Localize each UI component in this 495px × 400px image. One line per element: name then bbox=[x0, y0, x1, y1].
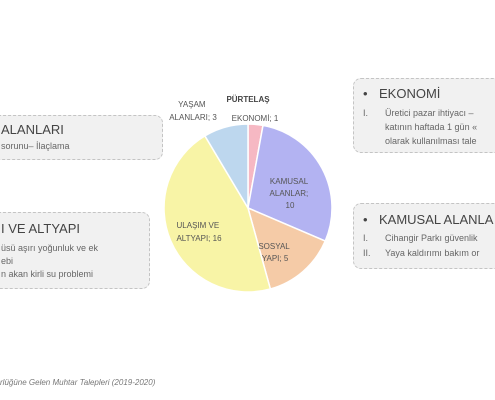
bullet-icon: • bbox=[363, 86, 368, 101]
slice-label-kamusal: KAMUSAL ALANLAR; 10 bbox=[270, 177, 311, 210]
card-title-text: EKONOMİ bbox=[379, 86, 441, 101]
card-kamusal-alanlar: • KAMUSAL ALANLA I. Cihangir Parkı güvenli… bbox=[353, 203, 495, 269]
card-text: katının haftada 1 gün « bbox=[385, 122, 478, 132]
card-ulasim-altyapi: I VE ALTYAPI üsü aşırı yoğunluk ve ek eb… bbox=[0, 212, 150, 289]
roman-numeral: I. bbox=[363, 108, 369, 118]
slice-label-ulasim: ULAŞIM VE ALTYAPI; 16 bbox=[176, 221, 222, 243]
card-text: I. Üretici pazar ihtiyacı – bbox=[363, 108, 474, 118]
pie-slices bbox=[163, 123, 333, 293]
card-text: olarak kullanılması tale bbox=[385, 136, 477, 146]
card-text: sorunu– İlaçlama bbox=[1, 141, 70, 151]
card-text: n akan kirli su problemi bbox=[1, 269, 94, 279]
roman-numeral: II. bbox=[363, 248, 371, 258]
card-text: ebi bbox=[1, 256, 14, 266]
card-text: I. Cihangir Parkı güvenlik bbox=[363, 233, 478, 243]
card-item-text: Cihangir Parkı güvenlik bbox=[385, 233, 478, 243]
card-yasam-alanlari: ALANLARI sorunu– İlaçlama bbox=[0, 115, 163, 160]
pie-slice-1 bbox=[247, 124, 333, 242]
slice-label-ekonomi: EKONOMİ; 1 bbox=[232, 114, 279, 123]
card-title: ALANLARI bbox=[1, 122, 64, 137]
slice-label-yasam: YAŞAM ALANLARI; 3 bbox=[169, 100, 217, 122]
card-item-text: Üretici pazar ihtiyacı – bbox=[385, 108, 474, 118]
pie-slice-4 bbox=[203, 123, 249, 211]
card-text: II. Yaya kaldırımı bakım or bbox=[363, 248, 479, 258]
chart-caption: rlüğüne Gelen Muhtar Talepleri (2019-202… bbox=[0, 378, 156, 387]
card-title: • EKONOMİ bbox=[363, 86, 440, 101]
card-title: • KAMUSAL ALANLA bbox=[363, 212, 493, 227]
card-ekonomi: • EKONOMİ I. Üretici pazar ihtiyacı – katı… bbox=[353, 78, 495, 153]
slice-label-purtelas: PÜRTELAŞ bbox=[226, 95, 270, 104]
card-title: I VE ALTYAPI bbox=[1, 221, 80, 236]
pie-labels: PÜRTELAŞ EKONOMİ; 1 YAŞAM ALANLARI; 3 KA… bbox=[169, 95, 311, 263]
roman-numeral: I. bbox=[363, 233, 369, 243]
slice-label-sosyal: SOSYAL YAPI; 5 bbox=[258, 242, 291, 263]
pie-slice-2 bbox=[246, 206, 327, 290]
pie-slice-3 bbox=[163, 134, 272, 293]
card-item-text: Yaya kaldırımı bakım or bbox=[385, 248, 480, 258]
card-title-text: KAMUSAL ALANLA bbox=[379, 212, 494, 227]
bullet-icon: • bbox=[363, 212, 368, 227]
card-text: üsü aşırı yoğunluk ve ek bbox=[1, 243, 99, 253]
